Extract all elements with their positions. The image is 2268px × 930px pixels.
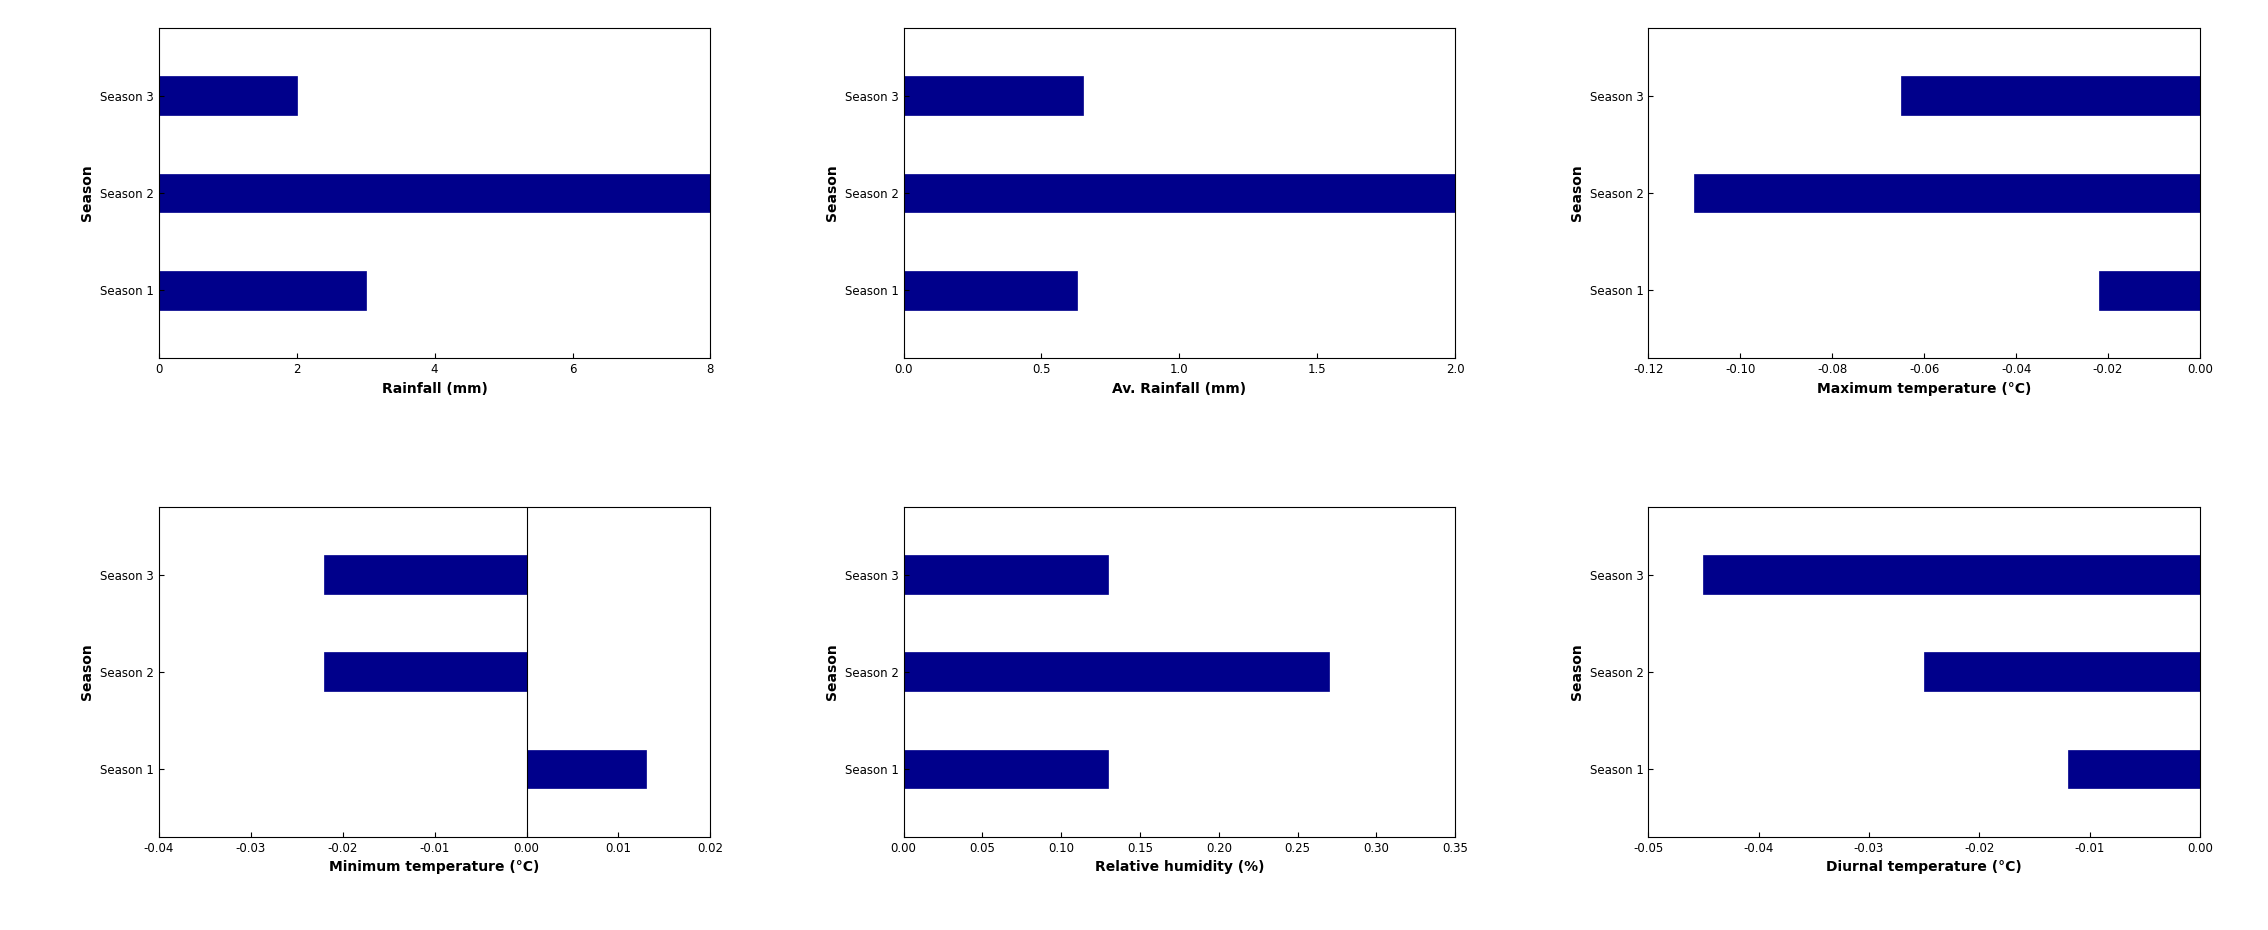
Bar (903, 555, 1109, 594)
Bar (903, 76, 1082, 115)
Bar (159, 76, 297, 115)
Bar (526, 750, 646, 789)
Bar (324, 653, 526, 691)
Bar (159, 271, 365, 310)
Y-axis label: Season: Season (1569, 165, 1583, 221)
Bar (1703, 555, 2200, 594)
X-axis label: Diurnal temperature (°C): Diurnal temperature (°C) (1826, 860, 2023, 874)
Y-axis label: Season: Season (79, 644, 95, 700)
Bar (2098, 271, 2200, 310)
Y-axis label: Season: Season (79, 165, 95, 221)
X-axis label: Maximum temperature (°C): Maximum temperature (°C) (1817, 381, 2032, 395)
Bar (903, 653, 1329, 691)
Bar (903, 174, 1456, 212)
X-axis label: Minimum temperature (°C): Minimum temperature (°C) (329, 860, 540, 874)
X-axis label: Relative humidity (%): Relative humidity (%) (1095, 860, 1263, 874)
Y-axis label: Season: Season (826, 165, 839, 221)
Bar (1901, 76, 2200, 115)
Bar (2068, 750, 2200, 789)
Bar (1923, 653, 2200, 691)
Y-axis label: Season: Season (1569, 644, 1583, 700)
Bar (324, 555, 526, 594)
Bar (903, 750, 1109, 789)
Bar (903, 271, 1077, 310)
X-axis label: Rainfall (mm): Rainfall (mm) (381, 381, 488, 395)
X-axis label: Av. Rainfall (mm): Av. Rainfall (mm) (1111, 381, 1247, 395)
Y-axis label: Season: Season (826, 644, 839, 700)
Bar (1694, 174, 2200, 212)
Bar (159, 174, 710, 212)
